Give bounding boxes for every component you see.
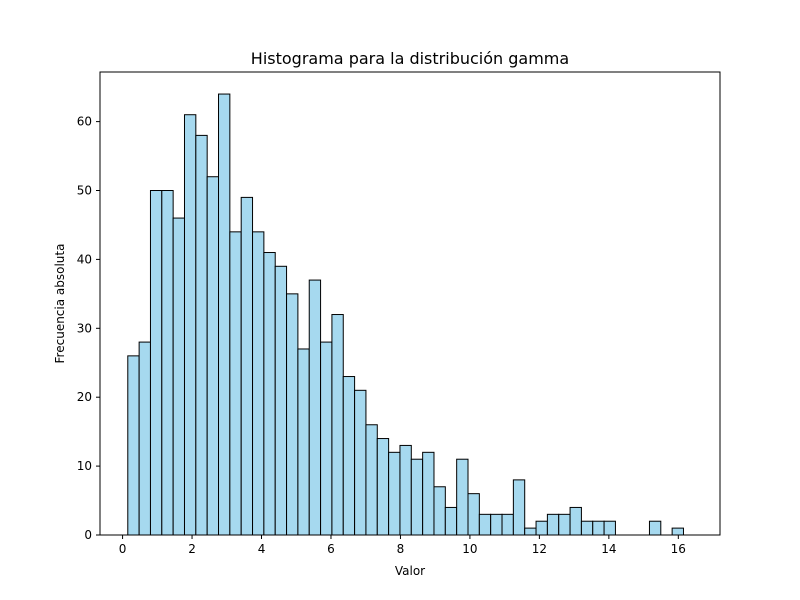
x-tick-label-8: 16	[671, 542, 686, 556]
histogram-bar-25	[410, 458, 424, 536]
histogram-bar-36	[535, 520, 548, 536]
y-tick-label-0: 0	[84, 528, 92, 542]
histogram-bar-8	[218, 93, 231, 536]
x-axis-ticks: 0 2 4 6 8 10 12 14 16	[119, 535, 686, 556]
histogram-bar-11	[252, 231, 265, 536]
y-tick-label-4: 40	[77, 252, 92, 266]
y-axis-label: Frecuencia absoluta	[53, 244, 67, 364]
histogram-bar-17	[320, 341, 333, 536]
x-tick-label-0: 0	[119, 542, 127, 556]
histogram-bar-42	[603, 520, 616, 536]
x-axis-label: Valor	[395, 564, 425, 578]
x-tick-label-2: 4	[258, 542, 266, 556]
x-tick-label-6: 12	[532, 542, 547, 556]
histogram-bar-37	[546, 513, 560, 536]
histogram-bar-46	[648, 520, 662, 536]
histogram-bar-2	[149, 190, 163, 536]
x-tick-label-3: 6	[327, 542, 335, 556]
histogram-bar-22	[376, 438, 390, 536]
histogram-bar-32	[490, 513, 503, 536]
histogram-bar-0	[127, 355, 140, 536]
histogram-bar-27	[433, 486, 446, 536]
histogram-bar-39	[569, 506, 582, 536]
histogram-bar-23	[388, 451, 401, 536]
histogram-bar-33	[501, 513, 514, 536]
histogram-bar-12	[263, 252, 276, 536]
histogram-bar-5	[183, 114, 197, 536]
histogram-bar-13	[274, 265, 288, 536]
y-axis-ticks: 0 10 20 30 40 50 60	[77, 115, 100, 542]
x-tick-label-1: 2	[188, 542, 196, 556]
histogram-bar-18	[331, 314, 344, 536]
histogram-bar-7	[206, 176, 220, 536]
histogram-bar-19	[342, 376, 356, 536]
histogram-bar-30	[467, 493, 480, 536]
plot-frame	[99, 71, 721, 536]
histogram-bar-28	[444, 506, 458, 536]
histogram-bar-15	[297, 348, 310, 536]
x-tick-label-5: 10	[462, 542, 477, 556]
histogram-bar-4	[172, 217, 185, 536]
y-tick-label-1: 10	[77, 459, 92, 473]
histogram-bar-10	[240, 196, 254, 536]
histogram-bar-21	[365, 424, 378, 536]
histogram-bar-40	[580, 520, 594, 536]
y-tick-label-6: 60	[77, 115, 92, 129]
histogram-bar-6	[195, 134, 208, 536]
chart-title: Histograma para la distribución gamma	[251, 49, 569, 68]
histogram-bar-48	[671, 527, 684, 536]
x-tick-label-4: 8	[397, 542, 405, 556]
histogram-bar-26	[422, 451, 435, 536]
histogram-bar-29	[456, 458, 469, 536]
bars-group	[127, 93, 684, 536]
histogram-bar-16	[308, 279, 322, 536]
histogram-bar-24	[399, 444, 412, 536]
histogram-bar-9	[229, 231, 242, 536]
histogram-bar-31	[478, 513, 492, 536]
y-tick-label-3: 30	[77, 321, 92, 335]
y-tick-label-2: 20	[77, 390, 92, 404]
histogram-bar-20	[354, 389, 367, 536]
histogram-bar-1	[138, 341, 151, 536]
histogram-bar-41	[592, 520, 605, 536]
histogram-bar-38	[558, 513, 571, 536]
histogram-bar-35	[524, 527, 537, 536]
x-tick-label-7: 14	[601, 542, 616, 556]
histogram-bar-34	[512, 479, 526, 536]
histogram-bar-3	[161, 190, 174, 536]
y-tick-label-5: 50	[77, 184, 92, 198]
histogram-bar-14	[286, 293, 299, 536]
